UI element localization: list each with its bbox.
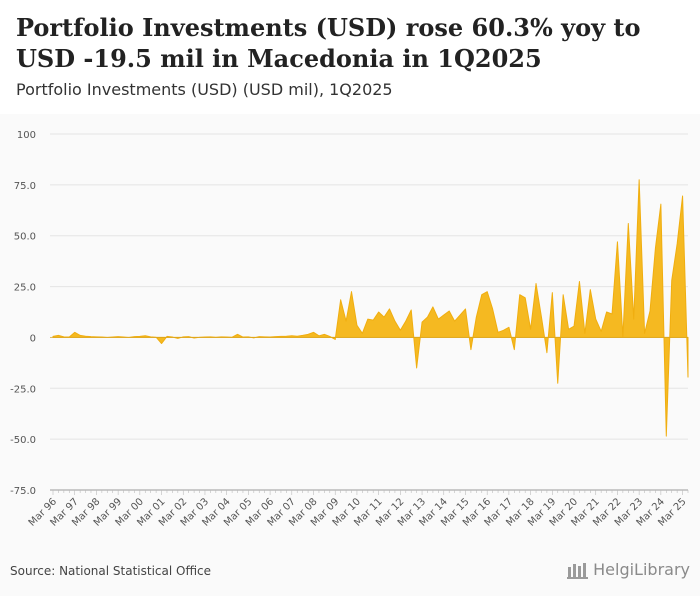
y-axis-ticks: 100 75.0 50.0 25.0 0 -25.0 -50.0 -75.0 bbox=[10, 130, 36, 497]
y-tick-label: 75.0 bbox=[14, 181, 36, 192]
y-tick-label: -75.0 bbox=[10, 486, 36, 497]
chart-title: Portfolio Investments (USD) rose 60.3% y… bbox=[16, 13, 641, 73]
brand-logo: HelgiLibrary bbox=[567, 560, 690, 579]
chart-subtitle: Portfolio Investments (USD) (USD mil), 1… bbox=[16, 80, 393, 99]
brand-name: HelgiLibrary bbox=[593, 560, 690, 579]
plot-background bbox=[0, 114, 700, 596]
y-tick-label: -50.0 bbox=[10, 435, 36, 446]
x-axis bbox=[50, 489, 689, 495]
source-note: Source: National Statistical Office bbox=[10, 564, 212, 578]
series-area bbox=[52, 179, 689, 437]
y-tick-label: 50.0 bbox=[14, 232, 36, 243]
y-tick-label: 100 bbox=[17, 130, 36, 141]
library-icon bbox=[567, 562, 589, 579]
y-tick-label: -25.0 bbox=[10, 384, 36, 395]
area-chart: 100 75.0 50.0 25.0 0 -25.0 -50.0 -75.0 Mar 96Ma… bbox=[10, 130, 689, 529]
y-tick-label: 0 bbox=[30, 333, 36, 344]
y-tick-label: 25.0 bbox=[14, 283, 36, 294]
